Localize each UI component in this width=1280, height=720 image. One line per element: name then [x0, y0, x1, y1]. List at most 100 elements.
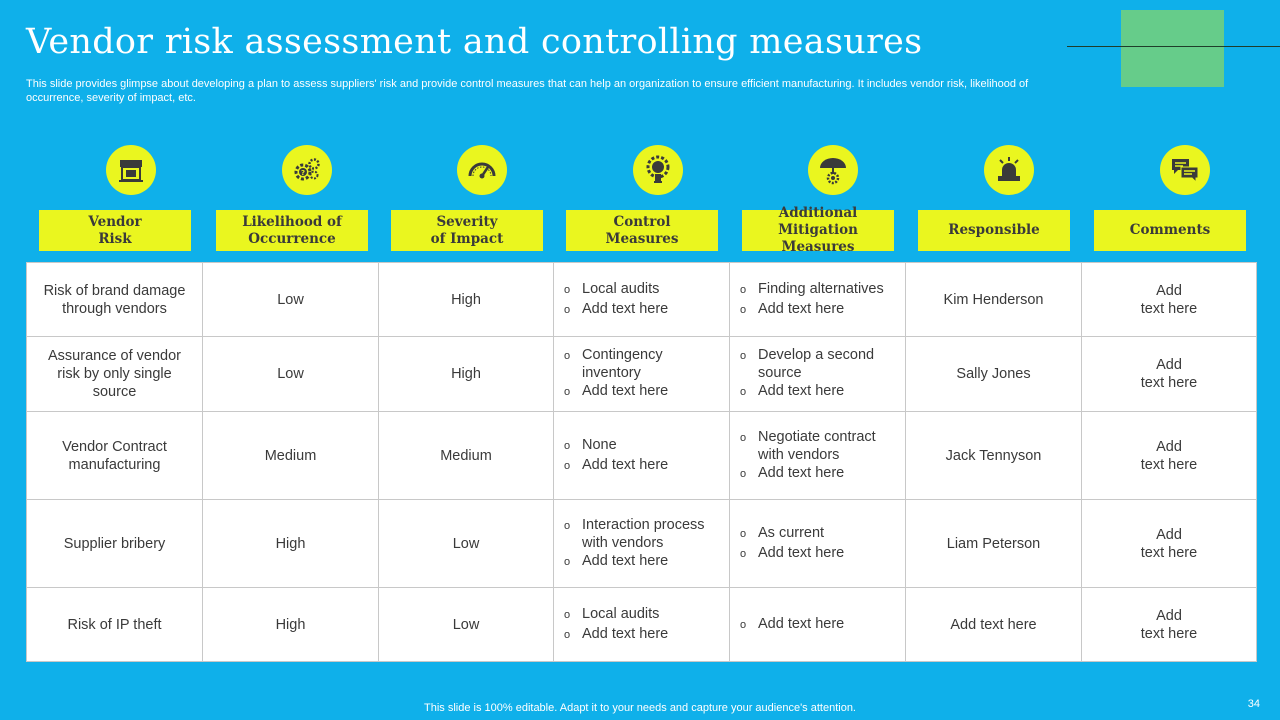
footer-note: This slide is 100% editable. Adapt it to… — [424, 702, 856, 714]
bullet-marker: o — [564, 608, 571, 621]
bullet-text: Develop a second source — [758, 347, 875, 381]
cell-vendor-risk-text: Supplier bribery — [63, 535, 166, 552]
cell-comments-text: Add text here — [1140, 607, 1198, 642]
cell-control-measures: o Contingency inventory o Add text here — [553, 336, 730, 412]
cell-responsible-text: Sally Jones — [956, 366, 1031, 382]
bullet-marker: o — [564, 519, 571, 532]
bullet-text: Local audits — [582, 280, 660, 297]
bullet-item: o Local audits — [564, 280, 721, 300]
bullet-text: None — [582, 436, 617, 453]
cell-mitigation-measures: o Develop a second source o Add text here — [729, 336, 906, 412]
cell-severity-text: Low — [452, 535, 480, 552]
cell-likelihood-text: High — [275, 535, 306, 552]
header-responsible: Responsible — [918, 210, 1070, 251]
svg-text:?: ? — [301, 169, 305, 177]
cell-vendor-risk-text: Risk of brand damage through vendors — [43, 282, 186, 317]
bullet-text: Add text here — [582, 625, 669, 642]
bullet-text: Add text here — [758, 300, 845, 317]
decorative-square — [1121, 10, 1224, 87]
bullet-marker: o — [740, 527, 747, 540]
cell-comments: Add text here — [1081, 336, 1257, 412]
cell-comments-text: Add text here — [1140, 282, 1198, 317]
table-row: Supplier bribery High Low o Interaction proc… — [26, 499, 1257, 588]
bullet-text: Negotiate contract with vendors — [758, 428, 876, 463]
table-row: Risk of IP theft High Low o Local audits o Add… — [26, 587, 1257, 662]
cell-control-measures: o Local audits o Add text here — [553, 587, 730, 662]
cell-vendor-risk-text: Vendor Contract manufacturing — [62, 438, 167, 473]
bullet-marker: o — [564, 439, 571, 452]
decorative-line — [1067, 46, 1280, 47]
cell-responsible-text: Kim Henderson — [943, 291, 1044, 308]
cell-mitigation-measures: o As current o Add text here — [729, 499, 906, 588]
cell-vendor-risk: Risk of IP theft — [26, 587, 203, 662]
cell-likelihood: High — [202, 499, 379, 588]
bullet-text: Finding alternatives — [758, 280, 884, 297]
bullet-text: As current — [758, 524, 825, 541]
cell-likelihood-text: Medium — [264, 447, 317, 464]
bullet-item: o Add text here — [564, 300, 721, 320]
cell-severity: Medium — [378, 411, 554, 500]
bullet-marker: o — [564, 303, 571, 316]
cell-control-measures: o Local audits o Add text here — [553, 262, 730, 337]
store-icon — [106, 145, 156, 195]
bullet-text: Contingency inventory — [582, 347, 663, 381]
bullet-marker: o — [740, 467, 747, 480]
gauge-icon — [457, 145, 507, 195]
bullet-marker: o — [740, 431, 747, 444]
bullet-text: Add text here — [758, 464, 845, 481]
cell-mitigation-measures: o Finding alternatives o Add text here — [729, 262, 906, 337]
header-severity: Severity of Impact — [391, 210, 543, 251]
bullet-item: o Add text here — [564, 456, 721, 476]
bullet-marker: o — [740, 303, 747, 316]
bullet-marker: o — [564, 459, 571, 472]
cell-responsible: Jack Tennyson — [905, 411, 1082, 500]
cell-likelihood-text: Low — [277, 366, 304, 382]
bullet-marker: o — [564, 350, 571, 362]
bullet-item: o Negotiate contract with vendors — [740, 428, 897, 464]
bullet-item: o Add text here — [740, 382, 897, 402]
bullet-text: Add text here — [582, 300, 669, 317]
cell-comments-text: Add text here — [1140, 438, 1198, 473]
cell-vendor-risk-text: Assurance of vendor risk by only single … — [48, 348, 181, 400]
cell-vendor-risk: Risk of brand damage through vendors — [26, 262, 203, 337]
umbrella-gear-icon — [808, 145, 858, 195]
cell-likelihood: Low — [202, 262, 379, 337]
cell-responsible: Kim Henderson — [905, 262, 1082, 337]
bullet-item: o Add text here — [740, 544, 897, 564]
bullet-marker: o — [564, 555, 571, 568]
table-row: Assurance of vendor risk by only single … — [26, 336, 1257, 412]
bullet-text: Local audits — [582, 605, 660, 622]
bullet-text: Add text here — [582, 552, 669, 569]
bullet-text: Add text here — [582, 456, 669, 473]
cell-responsible: Sally Jones — [905, 336, 1082, 412]
header-mitigation-measures: Additional Mitigation Measures — [742, 205, 894, 255]
cell-control-measures: o Interaction process with vendors o Add te… — [553, 499, 730, 588]
bullet-marker: o — [740, 350, 747, 362]
cell-likelihood-text: High — [275, 616, 306, 633]
cell-likelihood-text: Low — [277, 291, 304, 308]
chat-bubbles-icon — [1160, 145, 1210, 195]
bullet-item: o Add text here — [740, 464, 897, 484]
bullet-text: Add text here — [758, 615, 845, 632]
header-vendor-risk: Vendor Risk — [39, 210, 191, 251]
bullet-marker: o — [740, 618, 747, 631]
header-likelihood: Likelihood of Occurrence — [216, 210, 368, 251]
cell-comments: Add text here — [1081, 262, 1257, 337]
bullet-text: Interaction process with vendors — [582, 516, 705, 551]
cell-likelihood: Low — [202, 336, 379, 412]
cell-likelihood: High — [202, 587, 379, 662]
bullet-item: o Finding alternatives — [740, 280, 897, 300]
bullet-item: o Add text here — [564, 382, 721, 402]
bullet-marker: o — [564, 283, 571, 296]
cell-comments-text: Add text here — [1140, 526, 1198, 561]
cell-responsible: Liam Peterson — [905, 499, 1082, 588]
cell-vendor-risk: Assurance of vendor risk by only single … — [26, 336, 203, 412]
bullet-marker: o — [564, 628, 571, 641]
bullet-item: o None — [564, 436, 721, 456]
cell-vendor-risk: Vendor Contract manufacturing — [26, 411, 203, 500]
cell-comments: Add text here — [1081, 499, 1257, 588]
bullet-marker: o — [564, 386, 571, 398]
alarm-person-icon — [984, 145, 1034, 195]
cell-severity: Low — [378, 499, 554, 588]
cell-responsible-text: Add text here — [950, 616, 1037, 633]
